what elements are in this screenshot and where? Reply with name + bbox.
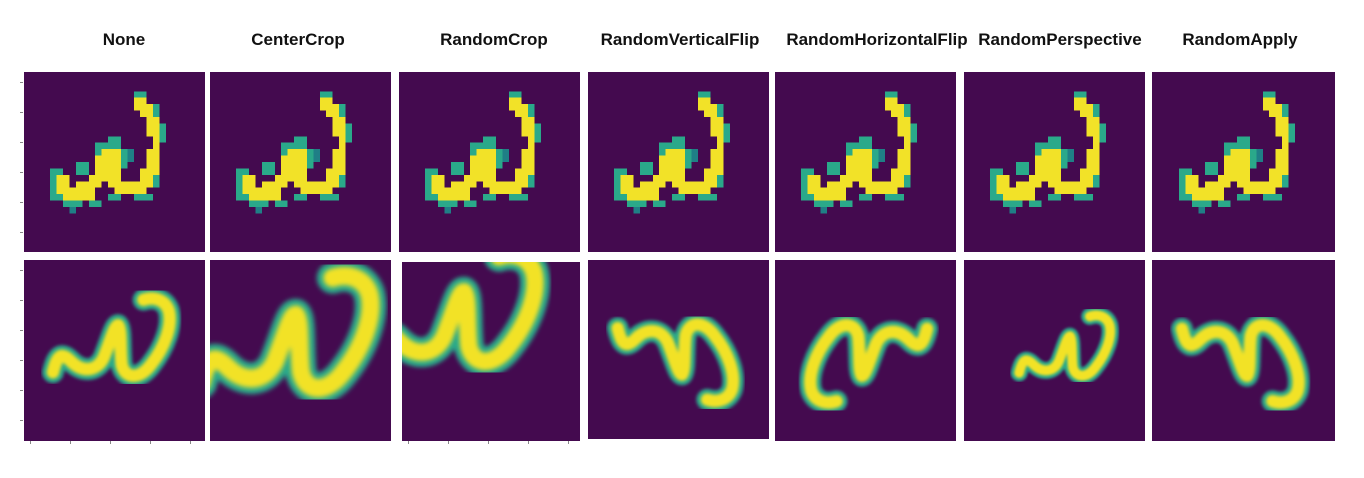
axis-ticks-row1 (20, 72, 24, 252)
panel-randomhorizontalflip-transformed (775, 260, 956, 441)
panel-randomcrop-original (399, 72, 580, 252)
panel-none-original (24, 72, 205, 252)
panel-none-transformed (24, 260, 205, 441)
panel-randomapply-transformed (1152, 260, 1335, 441)
column-header-centercrop: CenterCrop (251, 30, 345, 49)
panel-randomapply-original (1152, 72, 1335, 252)
omega-glyph-icon (236, 91, 352, 214)
panel-centercrop-original (210, 72, 391, 252)
panel-randomperspective-transformed (964, 260, 1145, 441)
omega-glyph-icon (614, 91, 730, 214)
column-header-randomperspective: RandomPerspective (978, 30, 1142, 49)
column-header-randomverticalflip: RandomVerticalFlip (600, 30, 760, 49)
column-header-randomhorizontalflip: RandomHorizontalFlip (786, 30, 968, 49)
omega-glyph-icon (24, 260, 205, 441)
omega-glyph-icon (964, 260, 1145, 441)
panel-randomhorizontalflip-original (775, 72, 956, 252)
omega-glyph-icon (801, 91, 917, 214)
omega-glyph-icon (1152, 260, 1335, 441)
panel-centercrop-transformed (210, 260, 391, 441)
omega-glyph-icon (210, 260, 391, 441)
omega-glyph-icon (775, 260, 956, 441)
panel-randomverticalflip-original (588, 72, 769, 252)
axis-ticks-bottom-randomcrop (402, 441, 580, 445)
axis-ticks-bottom (24, 441, 205, 445)
omega-glyph-icon (588, 260, 769, 439)
omega-glyph-icon (50, 91, 166, 214)
panel-randomcrop-transformed (402, 262, 580, 441)
panel-randomperspective-original (964, 72, 1145, 252)
omega-glyph-icon (402, 262, 580, 441)
omega-glyph-icon (425, 91, 541, 214)
column-header-randomapply: RandomApply (1182, 30, 1298, 49)
column-header-none: None (102, 30, 146, 49)
panel-randomverticalflip-transformed (588, 260, 769, 439)
omega-glyph-icon (1179, 91, 1295, 214)
omega-glyph-icon (990, 91, 1106, 214)
column-header-randomcrop: RandomCrop (440, 30, 548, 49)
axis-ticks-row2 (20, 260, 24, 441)
